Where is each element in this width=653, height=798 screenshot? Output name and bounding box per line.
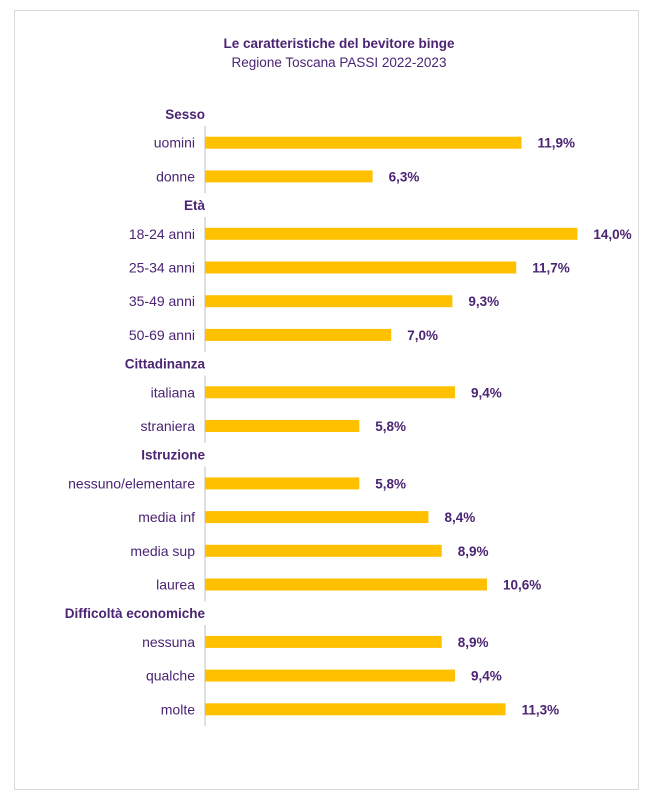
category-label: italiana [151, 384, 196, 400]
bar [205, 261, 517, 274]
category-label: nessuno/elementare [68, 475, 195, 491]
category-label: 50-69 anni [129, 327, 195, 343]
data-label: 14,0% [593, 227, 631, 242]
data-label: 6,3% [389, 169, 420, 184]
data-label: 11,3% [522, 702, 560, 717]
data-label: 8,4% [444, 510, 475, 525]
category-label: media sup [130, 543, 195, 559]
bar [205, 227, 578, 240]
group-label: Sesso [165, 107, 205, 122]
bar [205, 477, 360, 490]
group-label: Istruzione [141, 448, 205, 463]
bar [205, 703, 506, 716]
data-label: 8,9% [458, 635, 489, 650]
data-label: 9,3% [468, 294, 499, 309]
bar [205, 544, 442, 557]
bar [205, 635, 442, 648]
category-label: donne [156, 168, 195, 184]
category-label: straniera [141, 418, 196, 434]
category-label: qualche [146, 668, 195, 684]
chart-frame: Le caratteristiche del bevitore binge Re… [14, 10, 639, 790]
group-label: Difficoltà economiche [65, 606, 206, 621]
category-label: media inf [138, 509, 195, 525]
bar [205, 420, 360, 432]
chart-subtitle: Regione Toscana PASSI 2022-2023 [232, 55, 447, 70]
data-label: 11,9% [538, 136, 576, 151]
data-label: 9,4% [471, 669, 502, 684]
data-label: 11,7% [532, 261, 570, 276]
data-label: 8,9% [458, 544, 489, 559]
data-label: 5,8% [375, 419, 406, 434]
bar [205, 511, 429, 524]
group-label: Cittadinanza [125, 357, 206, 372]
category-label: laurea [156, 577, 195, 593]
category-label: molte [161, 701, 195, 717]
category-label: nessuna [142, 634, 195, 650]
bar [205, 170, 373, 183]
bar [205, 136, 522, 149]
bar [205, 669, 456, 682]
data-label: 5,8% [375, 476, 406, 491]
chart: Le caratteristiche del bevitore binge Re… [65, 36, 632, 727]
data-label: 7,0% [407, 328, 438, 343]
data-label: 9,4% [471, 385, 502, 400]
category-label: 18-24 anni [129, 226, 195, 242]
data-label: 10,6% [503, 578, 541, 593]
category-label: 35-49 anni [129, 293, 195, 309]
bar [205, 295, 453, 308]
bar [205, 578, 487, 591]
category-label: uomini [154, 135, 195, 151]
chart-title: Le caratteristiche del bevitore binge [223, 36, 455, 51]
bar [205, 386, 456, 399]
category-label: 25-34 anni [129, 260, 195, 276]
group-label: Età [184, 198, 206, 213]
plot-area: Sesso uomini 11,9% donne 6,3% Età 18-24 anni 14… [65, 107, 632, 727]
bar [205, 328, 392, 341]
